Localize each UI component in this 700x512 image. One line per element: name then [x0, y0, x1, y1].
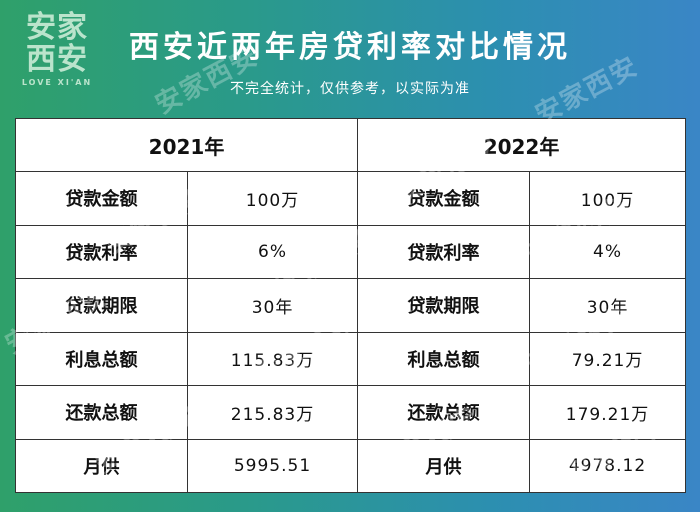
year-header-2021: 2021年: [14, 118, 359, 172]
row-label: 贷款金额: [15, 171, 188, 226]
value-2022: 4%: [529, 224, 687, 279]
row-label: 贷款利率: [15, 224, 188, 279]
logo-text-top: 安家: [26, 10, 88, 45]
table-row: 贷款期限 30年 贷款期限 30年: [15, 278, 687, 333]
row-label: 贷款期限: [15, 278, 188, 333]
value-2022: 179.21万: [529, 385, 687, 440]
page-subtitle: 不完全统计，仅供参考，以实际为准: [230, 81, 470, 97]
row-label: 利息总额: [15, 331, 188, 386]
logo-text-bottom: 西安: [26, 42, 88, 77]
year-header-2022: 2022年: [357, 118, 687, 172]
table-row: 贷款金额 100万 贷款金额 100万: [15, 171, 687, 226]
row-label: 贷款金额: [357, 171, 531, 226]
table-row: 贷款利率 6% 贷款利率 4%: [15, 224, 687, 279]
rate-comparison-table: 2021年 2022年 贷款金额 100万 贷款金额 100万 贷款利率 6% …: [14, 118, 687, 493]
value-2021: 6%: [186, 224, 359, 279]
value-2021: 100万: [186, 171, 359, 226]
value-2022: 4978.12: [529, 438, 687, 493]
row-label: 贷款利率: [357, 224, 531, 279]
row-label: 贷款期限: [357, 278, 531, 333]
row-label: 还款总额: [357, 385, 531, 440]
value-2021: 30年: [186, 278, 359, 333]
table-row: 利息总额 115.83万 利息总额 79.21万: [15, 331, 687, 386]
value-2021: 5995.51: [186, 438, 359, 493]
value-2021: 215.83万: [186, 385, 359, 440]
value-2022: 30年: [529, 278, 687, 333]
brand-logo: 安家 西安 LOVE XI'AN: [16, 12, 98, 104]
row-label: 利息总额: [357, 331, 531, 386]
table-row: 月供 5995.51 月供 4978.12: [15, 438, 687, 493]
value-2021: 115.83万: [186, 331, 359, 386]
logo-subtext: LOVE XI'AN: [21, 78, 93, 87]
value-2022: 100万: [529, 171, 687, 226]
row-label: 月供: [357, 438, 531, 493]
row-label: 还款总额: [15, 385, 188, 440]
page-title: 西安近两年房贷利率对比情况: [129, 30, 571, 65]
value-2022: 79.21万: [529, 331, 687, 386]
year-header-row: 2021年 2022年: [14, 118, 687, 172]
table-row: 还款总额 215.83万 还款总额 179.21万: [15, 385, 687, 440]
row-label: 月供: [15, 438, 188, 493]
